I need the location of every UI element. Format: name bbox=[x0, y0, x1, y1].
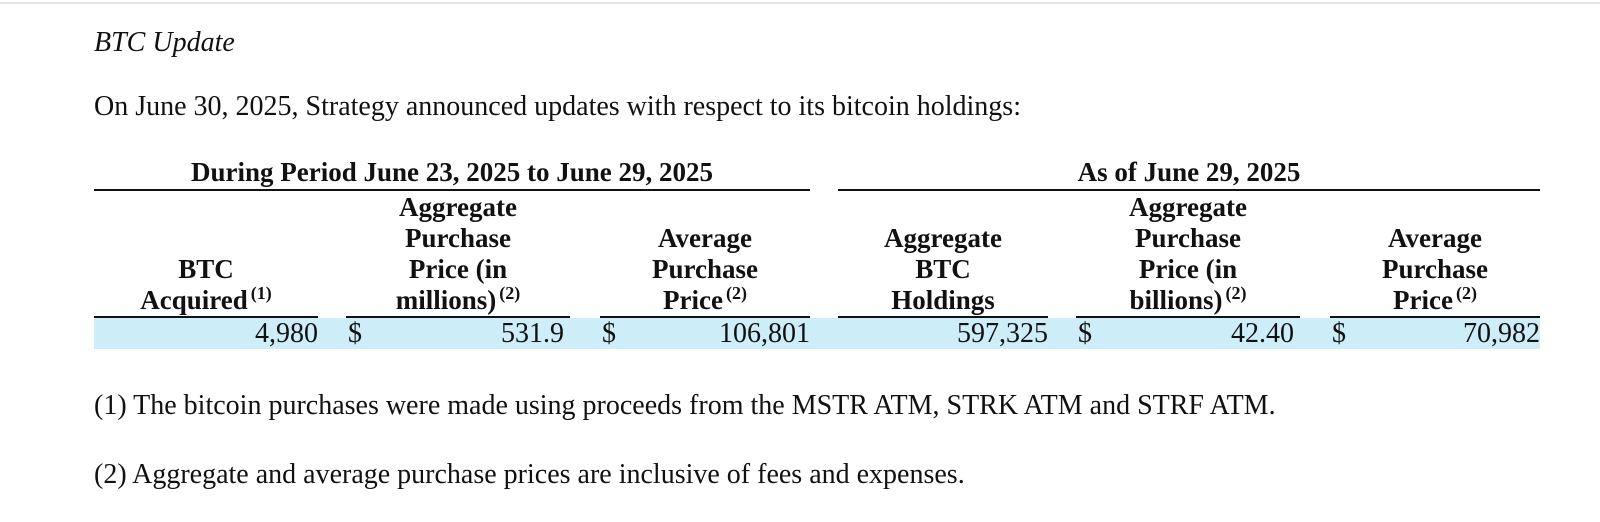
header-text: billions) bbox=[1129, 285, 1223, 315]
column-header-aggregate-purchase-price-millions: Aggregate Purchase Price (in millions) (2… bbox=[346, 191, 570, 318]
currency-symbol: $ bbox=[1332, 318, 1346, 349]
header-line: Purchase bbox=[1135, 223, 1241, 253]
header-text: Acquired bbox=[140, 285, 248, 315]
header-text: millions) bbox=[395, 285, 497, 315]
header-line: Average bbox=[658, 223, 752, 253]
column-header-average-purchase-price-cumulative: Average Purchase Price (2) bbox=[1330, 191, 1540, 318]
header-line: Price (in bbox=[408, 254, 508, 284]
header-line: BTC bbox=[915, 254, 971, 284]
footnote-marker: (2) bbox=[1455, 283, 1477, 303]
header-line: Price (in bbox=[1138, 254, 1238, 284]
cell-average-purchase-price-period: 106,801 bbox=[719, 318, 810, 349]
cell-aggregate-purchase-price-millions: 531.9 bbox=[501, 318, 564, 349]
header-line: millions) (2) bbox=[395, 283, 521, 316]
header-line: Price (2) bbox=[663, 283, 747, 316]
footnote-marker: (2) bbox=[725, 283, 747, 303]
header-line: BTC bbox=[178, 254, 234, 284]
header-line: Aggregate bbox=[399, 192, 517, 222]
header-line: Purchase bbox=[652, 254, 758, 284]
column-header-aggregate-btc-holdings: Aggregate BTC Holdings bbox=[838, 191, 1048, 318]
cell-aggregate-purchase-price-billions: 42.40 bbox=[1231, 318, 1294, 349]
footnote-marker: (1) bbox=[250, 283, 272, 303]
currency-symbol: $ bbox=[348, 318, 362, 349]
header-line: Average bbox=[1388, 223, 1482, 253]
header-line: Aggregate bbox=[884, 223, 1002, 253]
header-line: Acquired (1) bbox=[140, 283, 272, 316]
column-header-aggregate-purchase-price-billions: Aggregate Purchase Price (in billions) (2… bbox=[1076, 191, 1300, 318]
footnote-marker: (2) bbox=[499, 283, 521, 303]
period-header-weekly: During Period June 23, 2025 to June 29, … bbox=[94, 156, 810, 191]
header-text: Price bbox=[1393, 285, 1453, 315]
header-line: billions) (2) bbox=[1129, 283, 1247, 316]
section-title: BTC Update bbox=[94, 27, 235, 58]
cell-average-purchase-price-cumulative: 70,982 bbox=[1463, 318, 1540, 349]
header-text: Price bbox=[663, 285, 723, 315]
top-divider bbox=[0, 2, 1600, 4]
column-header-average-purchase-price-period: Average Purchase Price (2) bbox=[600, 191, 810, 318]
cell-btc-acquired: 4,980 bbox=[255, 318, 318, 349]
footnote-1: (1) The bitcoin purchases were made usin… bbox=[94, 390, 1276, 421]
currency-symbol: $ bbox=[1078, 318, 1092, 349]
header-line: Price (2) bbox=[1393, 283, 1477, 316]
header-line: Purchase bbox=[1382, 254, 1488, 284]
footnote-2: (2) Aggregate and average purchase price… bbox=[94, 459, 965, 490]
header-line: Purchase bbox=[405, 223, 511, 253]
header-line: Aggregate bbox=[1129, 192, 1247, 222]
currency-symbol: $ bbox=[602, 318, 616, 349]
column-header-btc-acquired: BTC Acquired (1) bbox=[94, 191, 318, 318]
table-row-highlight bbox=[94, 318, 1540, 349]
period-header-cumulative: As of June 29, 2025 bbox=[838, 156, 1540, 191]
header-line: Holdings bbox=[891, 285, 995, 315]
footnote-marker: (2) bbox=[1225, 283, 1247, 303]
intro-paragraph: On June 30, 2025, Strategy announced upd… bbox=[94, 91, 1021, 122]
cell-aggregate-btc-holdings: 597,325 bbox=[957, 318, 1048, 349]
